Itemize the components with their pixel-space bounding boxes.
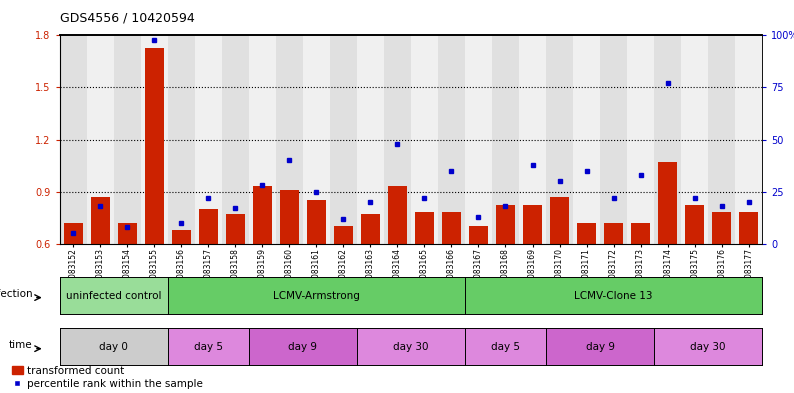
Bar <box>357 35 384 244</box>
Text: uninfected control: uninfected control <box>66 291 161 301</box>
Bar <box>141 35 168 244</box>
Bar <box>384 35 411 244</box>
Bar <box>249 35 276 244</box>
Bar <box>279 190 299 244</box>
Bar <box>198 209 218 244</box>
Bar <box>361 214 380 244</box>
Text: time: time <box>9 340 33 350</box>
Bar <box>87 35 114 244</box>
Bar <box>519 35 546 244</box>
Bar <box>333 226 353 244</box>
Text: day 0: day 0 <box>99 342 128 352</box>
Bar <box>411 35 438 244</box>
Bar <box>604 223 623 244</box>
Bar <box>276 35 303 244</box>
Bar <box>496 206 515 244</box>
Bar <box>469 226 488 244</box>
Bar <box>654 35 681 244</box>
Bar <box>195 35 222 244</box>
Bar <box>735 35 762 244</box>
Bar <box>118 223 137 244</box>
Bar <box>330 35 357 244</box>
Bar <box>145 48 164 244</box>
Bar <box>681 35 708 244</box>
Bar <box>225 214 245 244</box>
Bar <box>577 223 596 244</box>
Bar <box>114 35 141 244</box>
Text: day 5: day 5 <box>194 342 222 352</box>
Bar <box>600 35 627 244</box>
Text: day 30: day 30 <box>393 342 429 352</box>
Bar <box>550 197 569 244</box>
Bar <box>465 35 492 244</box>
Text: LCMV-Armstrong: LCMV-Armstrong <box>273 291 360 301</box>
Bar <box>492 35 519 244</box>
Bar <box>91 197 110 244</box>
Bar <box>168 35 195 244</box>
Text: day 9: day 9 <box>586 342 615 352</box>
Bar <box>172 230 191 244</box>
Text: infection: infection <box>0 289 33 299</box>
Text: GDS4556 / 10420594: GDS4556 / 10420594 <box>60 12 195 25</box>
Bar <box>573 35 600 244</box>
Bar <box>546 35 573 244</box>
Bar <box>685 206 704 244</box>
Bar <box>222 35 249 244</box>
Bar <box>303 35 330 244</box>
Text: day 30: day 30 <box>691 342 726 352</box>
Bar <box>442 212 461 244</box>
Text: day 9: day 9 <box>288 342 318 352</box>
Legend: transformed count, percentile rank within the sample: transformed count, percentile rank withi… <box>8 362 206 393</box>
Bar <box>631 223 650 244</box>
Bar <box>658 162 677 244</box>
Bar <box>627 35 654 244</box>
Bar <box>739 212 758 244</box>
Bar <box>415 212 434 244</box>
Bar <box>708 35 735 244</box>
Bar <box>306 200 326 244</box>
Bar <box>388 186 407 244</box>
Bar <box>438 35 465 244</box>
Bar <box>523 206 542 244</box>
Bar <box>252 186 272 244</box>
Bar <box>60 35 87 244</box>
Bar <box>712 212 731 244</box>
Text: LCMV-Clone 13: LCMV-Clone 13 <box>574 291 653 301</box>
Bar <box>64 223 83 244</box>
Text: day 5: day 5 <box>491 342 520 352</box>
